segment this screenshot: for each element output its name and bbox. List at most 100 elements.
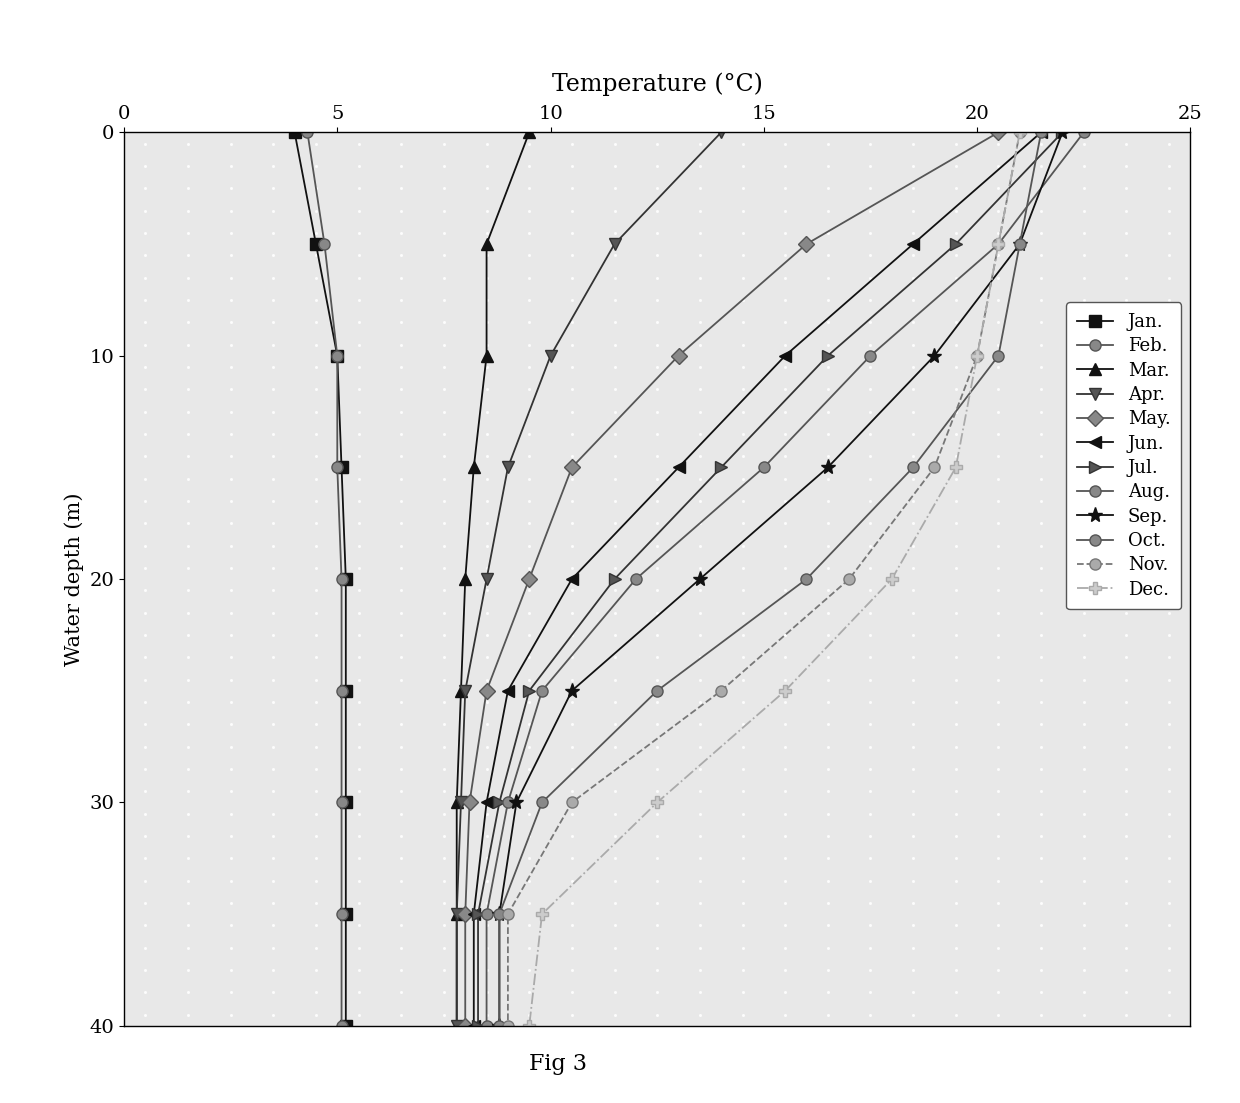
Aug. <box>629 572 644 586</box>
Line: Jan.: Jan. <box>289 127 351 1031</box>
Line: Nov.: Nov. <box>502 127 1025 1031</box>
Mar. <box>479 350 494 363</box>
May. <box>564 461 579 474</box>
Line: Sep.: Sep. <box>492 125 1070 1034</box>
Feb. <box>334 684 348 697</box>
Aug. <box>479 1019 494 1032</box>
Nov. <box>564 796 579 810</box>
Jan. <box>330 350 345 363</box>
Jan. <box>339 684 353 697</box>
Feb. <box>330 350 345 363</box>
Jun. <box>466 1019 481 1032</box>
X-axis label: Temperature (°C): Temperature (°C) <box>552 72 763 96</box>
Apr. <box>543 350 558 363</box>
May. <box>671 350 686 363</box>
Jan. <box>339 1019 353 1032</box>
Nov. <box>501 908 516 921</box>
Apr. <box>454 796 469 810</box>
Dec. <box>650 796 665 810</box>
Mar. <box>479 237 494 250</box>
May. <box>479 684 494 697</box>
Jul. <box>471 1019 486 1032</box>
Line: Aug.: Aug. <box>481 127 1089 1031</box>
Oct. <box>492 1019 507 1032</box>
Line: Mar.: Mar. <box>450 126 536 1032</box>
Dec. <box>777 684 792 697</box>
May. <box>458 1019 472 1032</box>
Nov. <box>928 461 942 474</box>
Nov. <box>501 1019 516 1032</box>
Line: Apr.: Apr. <box>450 126 728 1032</box>
Feb. <box>334 908 348 921</box>
Oct. <box>1034 126 1049 139</box>
Feb. <box>334 572 348 586</box>
Jan. <box>334 461 348 474</box>
Sep. <box>492 908 507 921</box>
Line: Oct.: Oct. <box>494 127 1047 1031</box>
Sep. <box>492 1019 507 1032</box>
Oct. <box>650 684 665 697</box>
Jun. <box>466 908 481 921</box>
Apr. <box>458 684 472 697</box>
Aug. <box>1076 126 1091 139</box>
Jul. <box>492 796 507 810</box>
Jul. <box>821 350 836 363</box>
Apr. <box>479 572 494 586</box>
Jun. <box>564 572 579 586</box>
Sep. <box>928 350 942 363</box>
Sep. <box>1055 126 1070 139</box>
Line: Dec.: Dec. <box>523 126 1025 1032</box>
Jun. <box>501 684 516 697</box>
Jan. <box>339 796 353 810</box>
Jul. <box>714 461 729 474</box>
Feb. <box>300 126 315 139</box>
Oct. <box>1012 237 1027 250</box>
Mar. <box>458 572 472 586</box>
Aug. <box>479 908 494 921</box>
May. <box>463 796 477 810</box>
Feb. <box>334 1019 348 1032</box>
Oct. <box>905 461 920 474</box>
Mar. <box>522 126 537 139</box>
Dec. <box>1012 126 1027 139</box>
Sep. <box>508 796 523 810</box>
Apr. <box>714 126 729 139</box>
Oct. <box>534 796 549 810</box>
Sep. <box>821 461 836 474</box>
May. <box>799 237 813 250</box>
Dec. <box>534 908 549 921</box>
Mar. <box>454 684 469 697</box>
Mar. <box>449 1019 464 1032</box>
Jul. <box>522 684 537 697</box>
Jun. <box>671 461 686 474</box>
Feb. <box>334 796 348 810</box>
Y-axis label: Water depth (m): Water depth (m) <box>64 492 84 666</box>
Apr. <box>608 237 622 250</box>
Jul. <box>1055 126 1070 139</box>
Text: Fig 3: Fig 3 <box>529 1053 587 1075</box>
Apr. <box>449 908 464 921</box>
Mar. <box>466 461 481 474</box>
Line: Jul.: Jul. <box>471 126 1069 1032</box>
Nov. <box>1012 126 1027 139</box>
Feb. <box>317 237 332 250</box>
Apr. <box>449 1019 464 1032</box>
Nov. <box>970 350 985 363</box>
Line: Feb.: Feb. <box>301 127 347 1031</box>
Jun. <box>777 350 792 363</box>
Sep. <box>564 684 579 697</box>
May. <box>458 908 472 921</box>
Aug. <box>534 684 549 697</box>
Sep. <box>1012 237 1027 250</box>
May. <box>991 126 1006 139</box>
Dec. <box>991 237 1006 250</box>
Oct. <box>492 908 507 921</box>
Aug. <box>756 461 771 474</box>
Jan. <box>288 126 303 139</box>
Line: May.: May. <box>460 127 1004 1031</box>
Nov. <box>714 684 729 697</box>
Jun. <box>1034 126 1049 139</box>
Dec. <box>884 572 899 586</box>
Dec. <box>522 1019 537 1032</box>
Feb. <box>330 461 345 474</box>
